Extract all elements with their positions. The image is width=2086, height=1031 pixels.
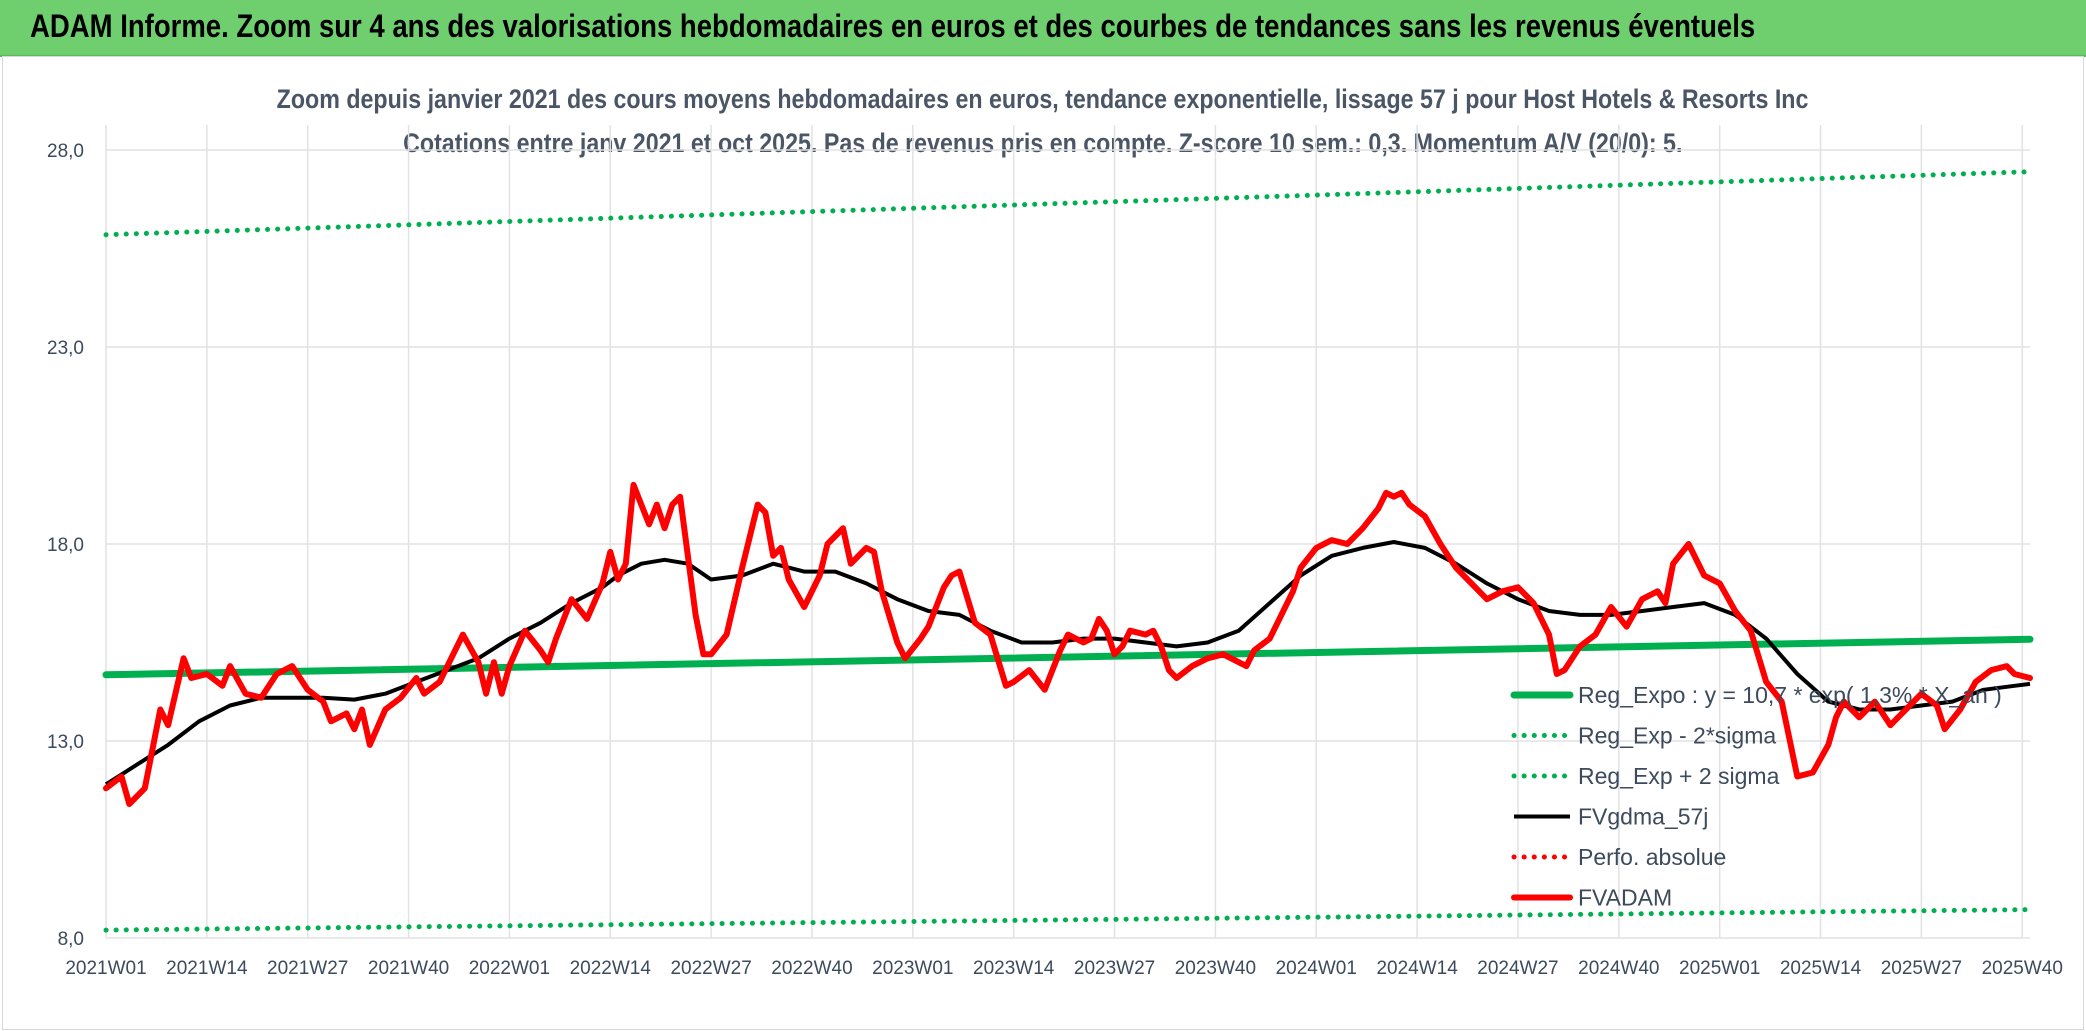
x-tick-label: 2022W14: [570, 958, 652, 979]
x-tick-label: 2022W27: [670, 958, 751, 979]
x-tick-label: 2022W01: [469, 958, 550, 979]
x-tick-label: 2025W40: [1982, 958, 2063, 979]
series-line-reg_exp: [103, 907, 2033, 933]
x-tick-label: 2023W40: [1175, 958, 1256, 979]
chart-subtitle: Cotations entre janv 2021 et oct 2025. P…: [0, 128, 2086, 159]
x-tick-label: 2025W14: [1780, 958, 1862, 979]
x-tick-label: 2024W40: [1578, 958, 1659, 979]
x-tick-label: 2021W01: [65, 958, 146, 979]
y-tick-label: 28,0: [47, 141, 84, 162]
series-line-fvgdma_57j: [104, 540, 2031, 786]
y-tick-label: 18,0: [47, 535, 84, 556]
x-tick-label: 2023W14: [973, 958, 1055, 979]
legend-label: Reg_Exp - 2*sigma: [1578, 723, 1776, 749]
y-tick-label: 8,0: [58, 929, 84, 950]
x-tick-label: 2021W27: [267, 958, 348, 979]
x-tick-label: 2025W27: [1881, 958, 1962, 979]
x-tick-label: 2024W14: [1376, 958, 1458, 979]
legend-label: Perfo. absolue: [1578, 844, 1726, 870]
legend-label: Reg_Expo : y = 10,7 * exp( 1,3% * X_an ): [1578, 682, 2002, 708]
chart-title-text: Zoom depuis janvier 2021 des cours moyen…: [277, 84, 1809, 114]
x-tick-label: 2023W27: [1074, 958, 1155, 979]
legend-label: FVgdma_57j: [1578, 804, 1708, 830]
x-tick-label: 2022W40: [771, 958, 852, 979]
chart-frame: [2, 56, 2084, 1030]
x-tick-label: 2025W01: [1679, 958, 1760, 979]
y-tick-label: 23,0: [47, 338, 84, 359]
chart-title: Zoom depuis janvier 2021 des cours moyen…: [0, 84, 2086, 115]
x-tick-label: 2023W01: [872, 958, 953, 979]
report-title: ADAM Informe. Zoom sur 4 ans des valoris…: [30, 8, 1756, 44]
y-tick-label: 13,0: [47, 732, 84, 753]
x-tick-label: 2021W14: [166, 958, 248, 979]
series-line-reg_expo: [102, 635, 2034, 679]
series-line-reg_exp: [103, 169, 2033, 238]
series-line-fvadam: [103, 481, 2033, 807]
legend-label: Reg_Exp + 2 sigma: [1578, 763, 1780, 789]
report-header: ADAM Informe. Zoom sur 4 ans des valoris…: [0, 0, 2086, 57]
x-tick-label: 2024W01: [1276, 958, 1357, 979]
chart-subtitle-text: Cotations entre janv 2021 et oct 2025. P…: [403, 128, 1683, 158]
x-tick-label: 2021W40: [368, 958, 449, 979]
x-tick-label: 2024W27: [1477, 958, 1558, 979]
legend-label: FVADAM: [1578, 885, 1672, 911]
